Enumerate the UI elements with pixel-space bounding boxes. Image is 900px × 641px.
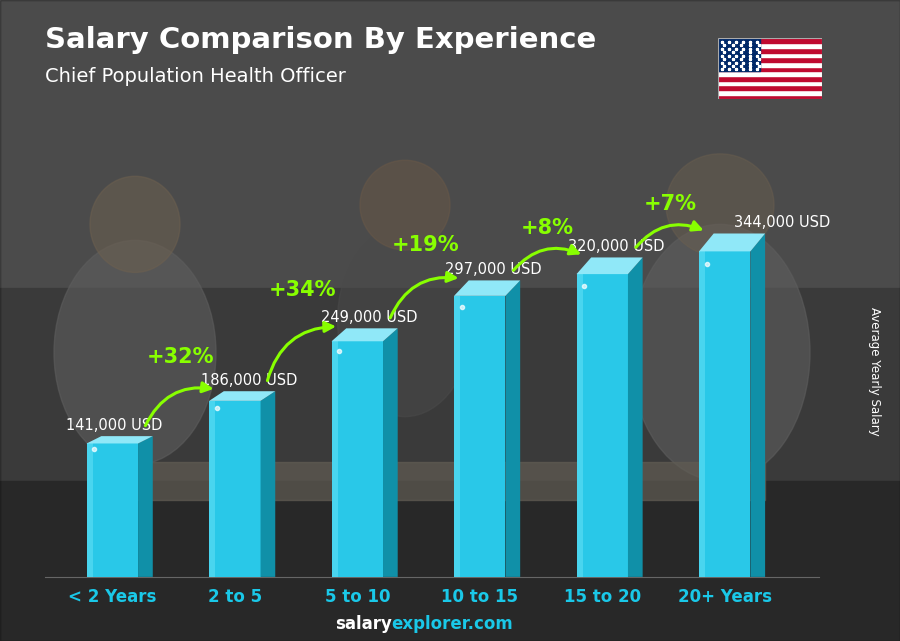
Polygon shape [699,251,751,577]
Text: +7%: +7% [644,194,697,214]
Ellipse shape [630,224,810,481]
Polygon shape [331,328,398,341]
Bar [718,57,822,62]
FancyArrowPatch shape [146,383,211,426]
Polygon shape [138,436,153,577]
Polygon shape [454,280,520,296]
Text: 297,000 USD: 297,000 USD [446,262,542,277]
Bar [718,95,822,99]
Ellipse shape [360,160,450,250]
Polygon shape [86,436,153,444]
Polygon shape [506,280,520,577]
Polygon shape [209,401,260,577]
Polygon shape [577,258,643,274]
Bar [718,67,822,71]
Bar [718,71,822,76]
Bar [718,81,822,85]
Text: +32%: +32% [147,347,214,367]
Polygon shape [383,328,398,577]
Bar [0,0,900,288]
Polygon shape [86,444,138,577]
FancyArrowPatch shape [513,246,578,271]
Polygon shape [260,391,275,577]
Polygon shape [209,391,275,401]
Bar [718,85,822,90]
Bar [718,62,822,67]
Polygon shape [628,258,643,577]
Text: 141,000 USD: 141,000 USD [66,418,162,433]
Text: explorer.com: explorer.com [392,615,513,633]
Polygon shape [454,296,506,577]
Text: Average Yearly Salary: Average Yearly Salary [868,308,881,436]
Bar [718,48,822,53]
Polygon shape [331,341,383,577]
Bar [718,53,822,57]
Ellipse shape [54,240,216,465]
Bar [0,288,900,481]
Polygon shape [577,274,628,577]
Text: salary: salary [335,615,392,633]
Polygon shape [699,233,765,251]
Polygon shape [209,401,215,577]
Polygon shape [454,296,460,577]
Text: +34%: +34% [269,279,337,299]
Polygon shape [699,251,706,577]
FancyArrowPatch shape [391,272,455,318]
Bar [718,76,822,81]
Text: Salary Comparison By Experience: Salary Comparison By Experience [45,26,596,54]
Polygon shape [751,233,765,577]
Text: +8%: +8% [521,218,574,238]
Polygon shape [577,274,582,577]
Polygon shape [331,341,338,577]
FancyArrowPatch shape [267,322,333,381]
FancyArrowPatch shape [635,222,700,247]
Polygon shape [86,444,93,577]
Bar [90,462,765,500]
Bar [0,481,900,641]
Bar [718,90,822,95]
Bar [718,38,760,71]
Bar [718,43,822,48]
Ellipse shape [666,154,774,256]
Text: +19%: +19% [392,235,459,255]
Text: 186,000 USD: 186,000 USD [201,373,297,388]
Ellipse shape [90,176,180,272]
Text: Chief Population Health Officer: Chief Population Health Officer [45,67,346,87]
Text: 320,000 USD: 320,000 USD [568,239,664,254]
Text: 249,000 USD: 249,000 USD [320,310,417,325]
Text: 344,000 USD: 344,000 USD [734,215,831,230]
Ellipse shape [338,224,472,417]
Bar [718,38,822,43]
